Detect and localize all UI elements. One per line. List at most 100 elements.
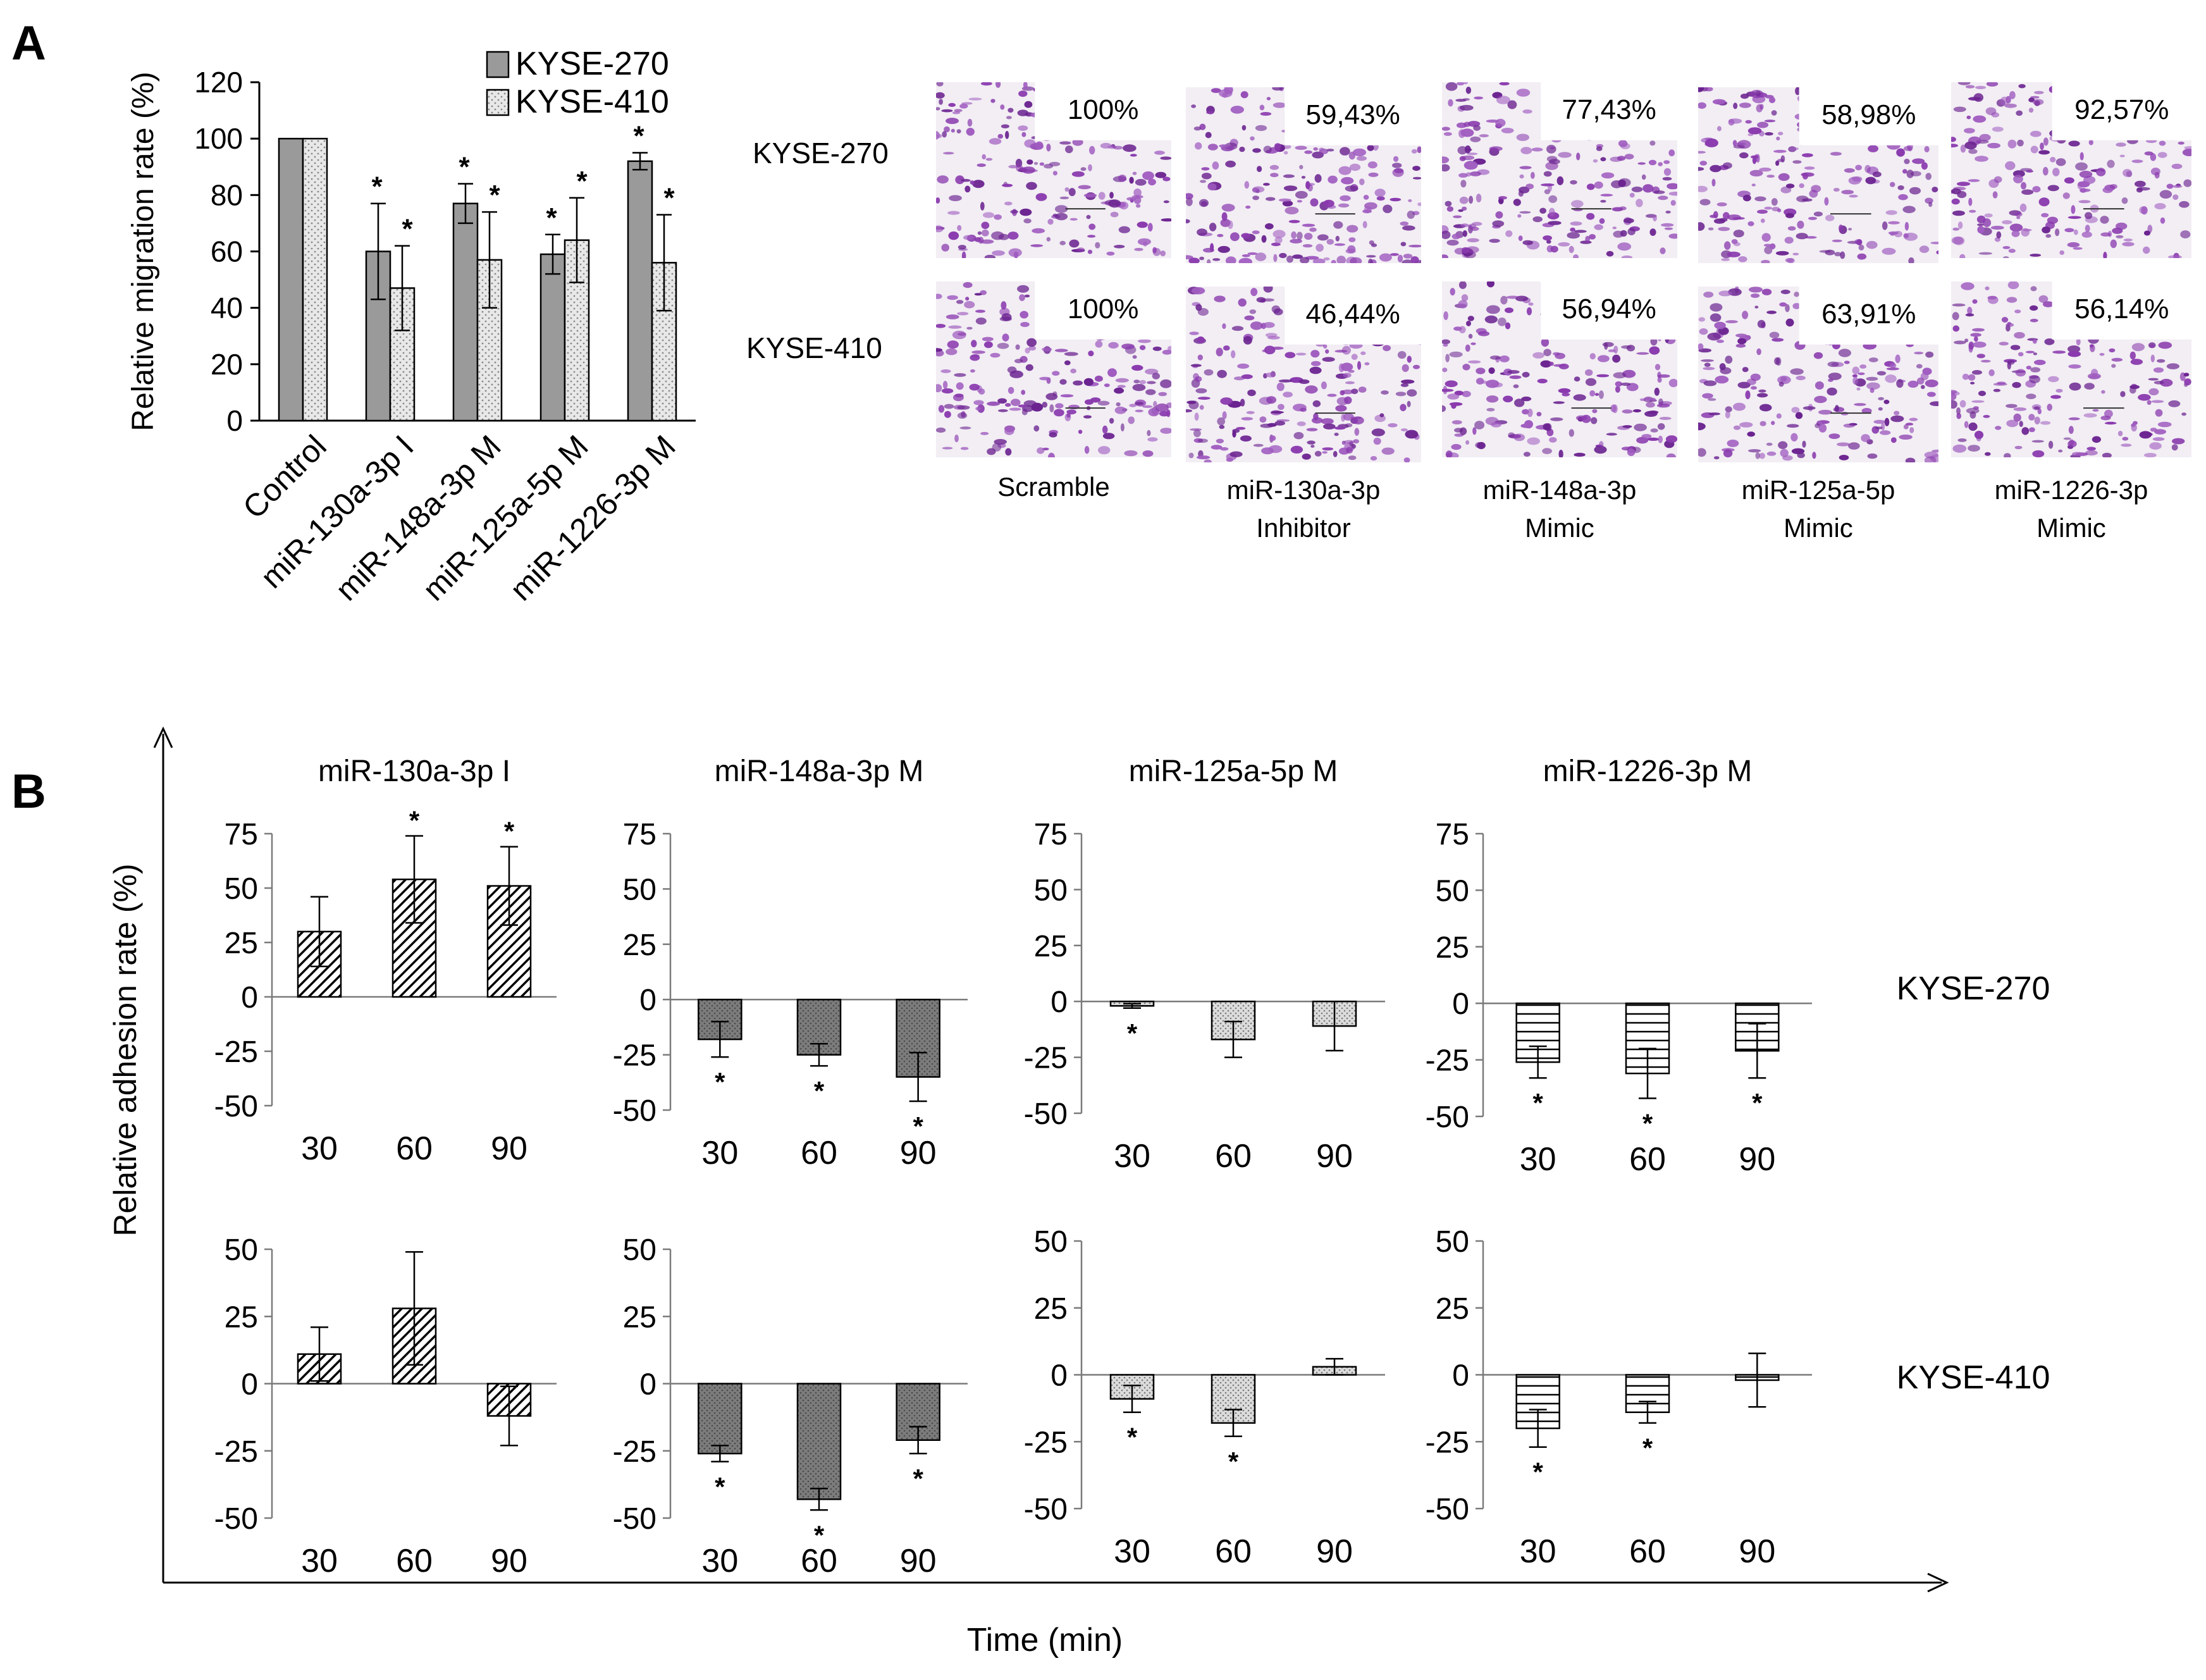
adhesion-significance-star: *: [913, 1111, 923, 1141]
legend-swatch-kyse-270: [486, 51, 510, 78]
panel-label-a: A: [11, 16, 46, 70]
photo-column-label-line1: Scramble: [997, 472, 1110, 502]
adhesion-significance-star: *: [1127, 1423, 1138, 1452]
adhesion-x-tick-label: 60: [1629, 1533, 1666, 1570]
y-arrow-head-icon: [153, 726, 173, 748]
photo-percentage: 77,43%: [1562, 94, 1656, 125]
adhesion-x-tick-label: 60: [1215, 1138, 1252, 1175]
adhesion-y-tick-label: -50: [214, 1090, 258, 1123]
adhesion-y-tick-label: 50: [225, 1233, 258, 1267]
micrograph-kyse410-4: [1698, 287, 1938, 462]
migration-y-tick-label: 60: [211, 235, 243, 268]
photo-column-label-line1: miR-148a-3p: [1482, 475, 1637, 505]
photo-percentage: 58,98%: [1821, 99, 1916, 130]
adhesion-y-tick-label: -25: [214, 1035, 258, 1069]
migration-bar-kyse-270: [539, 253, 566, 422]
adhesion-x-tick-label: 30: [701, 1543, 738, 1579]
adhesion-y-tick-label: 75: [225, 818, 258, 851]
photo-column-label: miR-130a-3p Inhibitor: [1173, 471, 1434, 547]
adhesion-y-tick-label: -25: [613, 1435, 656, 1469]
adhesion-y-tick-label: -25: [1024, 1042, 1068, 1075]
photo-percentage: 59,43%: [1305, 99, 1400, 130]
migration-significance-star: *: [489, 180, 500, 211]
micrograph-kyse270-5: [1951, 82, 2191, 258]
photo-column-label-line1: miR-1226-3p: [1994, 475, 2148, 505]
adhesion-significance-star: *: [1532, 1088, 1543, 1118]
adhesion-y-tick-label: 50: [623, 873, 656, 906]
photo-row-label-kyse-270: KYSE-270: [753, 137, 889, 170]
adhesion-significance-star: *: [1127, 1018, 1138, 1048]
x-arrow-head-icon: [1927, 1572, 1949, 1593]
adhesion-y-tick-label: 50: [225, 872, 258, 906]
migration-significance-star: *: [402, 214, 413, 245]
adhesion-x-tick-label: 60: [801, 1135, 837, 1171]
micrograph-kyse410-3: [1442, 281, 1677, 457]
legend-swatch-kyse-410: [486, 89, 510, 116]
adhesion-y-tick-label: -25: [1024, 1426, 1068, 1459]
adhesion-x-axis-label: Time (min): [967, 1622, 1123, 1658]
photo-percentage: 100%: [1067, 94, 1139, 125]
adhesion-y-tick-label: -50: [613, 1502, 656, 1536]
adhesion-x-tick-label: 30: [1114, 1533, 1150, 1570]
adhesion-x-tick-label: 90: [1739, 1141, 1775, 1178]
photo-column-label: miR-1226-3p Mimic: [1938, 471, 2204, 547]
adhesion-y-tick-label: 0: [1452, 987, 1469, 1021]
adhesion-y-tick-label: -25: [1426, 1426, 1469, 1459]
adhesion-x-tick-label: 30: [1520, 1533, 1556, 1570]
adhesion-panel-kyse410-1: -50 -25 0 25 50 30 60 90: [214, 1233, 557, 1579]
micrograph-kyse410-5: [1951, 281, 2191, 457]
adhesion-significance-star: *: [1642, 1108, 1653, 1138]
adhesion-y-tick-label: 50: [1034, 874, 1068, 907]
adhesion-y-tick-label: -50: [1426, 1101, 1469, 1134]
adhesion-y-tick-label: 0: [241, 981, 258, 1015]
adhesion-y-tick-label: 25: [1034, 930, 1068, 963]
adhesion-y-tick-label: 25: [1436, 931, 1469, 965]
migration-significance-star: *: [371, 171, 383, 202]
migration-chart: 0 20 40 60 80 100 120 Relative migration rate (…: [126, 46, 696, 607]
adhesion-y-tick-label: 25: [225, 1300, 258, 1334]
adhesion-x-tick-label: 30: [1114, 1138, 1150, 1175]
migration-y-tick-label: 80: [211, 178, 243, 211]
migration-y-tick-label: 100: [194, 122, 243, 155]
migration-bar-kyse-270: [452, 202, 479, 422]
adhesion-y-tick-label: 0: [639, 1368, 656, 1402]
micrograph-kyse270-1: [936, 82, 1171, 258]
adhesion-panel-title: miR-130a-3p I: [318, 755, 510, 788]
legend-label-kyse-410: KYSE-410: [515, 83, 669, 120]
adhesion-panel-kyse270-3: -50 -25 0 25 50 75 miR-125a-5p M * 30 60 90: [1024, 755, 1385, 1175]
adhesion-panel-kyse270-1: -50 -25 0 25 50 75 miR-130a-3p I 30 * 60 * 90: [214, 755, 557, 1167]
adhesion-y-tick-label: 25: [225, 927, 258, 960]
photo-column-label-line1: miR-125a-5p: [1741, 475, 1895, 505]
adhesion-y-tick-label: 25: [1034, 1292, 1068, 1326]
photo-percentage: 46,44%: [1305, 299, 1400, 330]
photo-column-label: Scramble: [923, 468, 1184, 506]
adhesion-bar: [698, 1383, 743, 1455]
photo-row-label-kyse-410: KYSE-410: [746, 331, 882, 364]
adhesion-significance-star: *: [504, 817, 515, 846]
micrograph-kyse410-1: [936, 281, 1171, 457]
adhesion-row-label-kyse-270: KYSE-270: [1897, 970, 2050, 1007]
adhesion-x-tick-label: 30: [301, 1543, 338, 1579]
adhesion-y-tick-label: 0: [1452, 1359, 1469, 1393]
photo-column-label-line1: miR-130a-3p: [1226, 475, 1381, 505]
photo-percentage: 63,91%: [1821, 299, 1916, 330]
adhesion-y-tick-label: -50: [1024, 1097, 1068, 1131]
adhesion-x-tick-label: 60: [396, 1130, 433, 1167]
adhesion-x-tick-label: 30: [701, 1135, 738, 1171]
adhesion-panel-title: miR-148a-3p M: [715, 755, 924, 788]
adhesion-chart: -50 -25 0 25 50 75 miR-130a-3p I 30 * 60 * 90 -50 -25…: [108, 726, 2050, 1658]
adhesion-x-tick-label: 90: [900, 1543, 937, 1579]
micrograph-kyse270-3: [1442, 82, 1677, 258]
adhesion-significance-star: *: [1228, 1447, 1239, 1476]
photo-column-label-line2: Mimic: [1525, 513, 1594, 543]
photo-percentage: 100%: [1067, 293, 1139, 324]
photo-percentage: 56,94%: [1562, 293, 1656, 324]
adhesion-y-tick-label: -25: [613, 1039, 656, 1073]
adhesion-panel-kyse410-3: -50 -25 0 25 50 * 30 * 60 90: [1024, 1225, 1385, 1570]
adhesion-y-tick-label: -50: [1426, 1493, 1469, 1526]
adhesion-y-tick-label: 50: [623, 1233, 656, 1267]
photo-column-label-line2: Inhibitor: [1256, 513, 1351, 543]
